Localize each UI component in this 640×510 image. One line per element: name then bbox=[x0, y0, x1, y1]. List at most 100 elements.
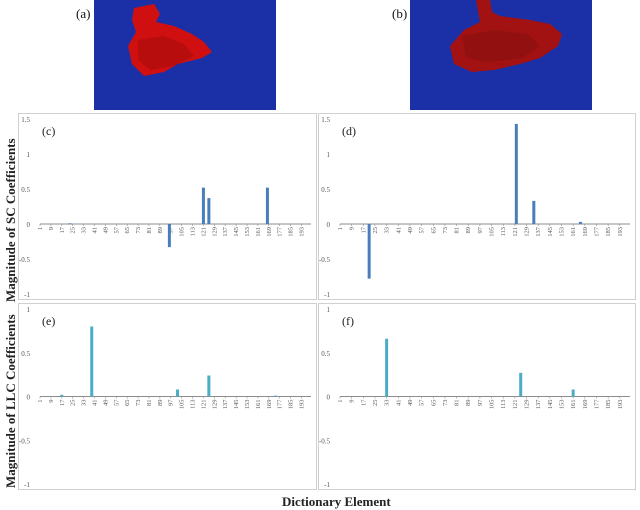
y-tick-label: -0.5 bbox=[319, 437, 331, 445]
x-tick-label: 41 bbox=[91, 400, 98, 407]
x-tick-label: 105 bbox=[179, 227, 186, 237]
x-tick-label: 73 bbox=[442, 400, 449, 407]
x-tick-label: 153 bbox=[559, 227, 566, 237]
bar bbox=[207, 375, 211, 397]
x-tick-label: 193 bbox=[617, 400, 624, 410]
bar bbox=[367, 224, 371, 279]
x-tick-label: 25 bbox=[70, 227, 77, 234]
y-tick-label: -0.5 bbox=[19, 256, 31, 264]
x-tick-label: 185 bbox=[288, 400, 295, 410]
image-b bbox=[410, 0, 592, 110]
x-tick-label: 169 bbox=[582, 400, 589, 410]
x-tick-label: 161 bbox=[570, 400, 577, 410]
x-tick-label: 145 bbox=[233, 227, 240, 237]
x-axis-label: Dictionary Element bbox=[282, 494, 391, 509]
x-tick-label: 97 bbox=[477, 226, 484, 233]
y-tick-label: -0.5 bbox=[319, 256, 331, 264]
x-tick-label: 121 bbox=[512, 400, 519, 410]
bar bbox=[385, 338, 389, 397]
x-tick-label: 89 bbox=[157, 400, 164, 407]
x-tick-label: 97 bbox=[168, 399, 175, 406]
y-tick-label: 0.5 bbox=[321, 186, 330, 194]
x-tick-label: 25 bbox=[372, 227, 379, 234]
x-tick-label: 169 bbox=[582, 227, 589, 237]
x-tick-label: 89 bbox=[465, 400, 472, 407]
x-tick-label: 169 bbox=[266, 400, 273, 410]
y-tick-label: 0.5 bbox=[21, 350, 30, 358]
x-tick-label: 185 bbox=[605, 227, 612, 237]
x-tick-label: 49 bbox=[102, 227, 109, 234]
x-tick-label: 129 bbox=[524, 227, 531, 237]
bar bbox=[519, 372, 523, 397]
x-tick-label: 121 bbox=[200, 227, 207, 237]
x-tick-label: 1 bbox=[37, 227, 44, 230]
y-tick-label: 1 bbox=[27, 151, 31, 159]
x-tick-label: 1 bbox=[337, 227, 344, 230]
x-tick-label: 129 bbox=[211, 400, 218, 410]
y-tick-label: -1 bbox=[324, 291, 330, 299]
x-tick-label: 113 bbox=[500, 400, 507, 410]
panel-label: (e) bbox=[42, 314, 55, 328]
x-tick-label: 33 bbox=[81, 400, 88, 407]
x-tick-label: 97 bbox=[477, 399, 484, 406]
bar bbox=[265, 187, 269, 224]
bar bbox=[60, 394, 64, 397]
x-tick-label: 73 bbox=[442, 227, 449, 234]
bar bbox=[176, 389, 180, 397]
chart-panel-d: -1 -0.5 0 0.5 1 1.5 1 9 17 25 33 41 49 57 65 73 81 89 97 10… bbox=[318, 113, 636, 300]
x-tick-label: 185 bbox=[288, 227, 295, 237]
x-tick-label: 193 bbox=[617, 227, 624, 237]
y-tick-label: -1 bbox=[24, 481, 30, 489]
chart-panel-c: -1 -0.5 0 0.5 1 1.5 1 9 17 25 33 41 49 57 65 73 81 89 97 10… bbox=[18, 113, 317, 300]
y-tick-label: -1 bbox=[324, 481, 330, 489]
x-tick-label: 25 bbox=[70, 400, 77, 407]
x-tick-label: 65 bbox=[430, 227, 437, 234]
x-tick-label: 1 bbox=[37, 400, 44, 403]
panel-label: (d) bbox=[342, 124, 356, 138]
x-tick-label: 177 bbox=[277, 399, 284, 410]
x-tick-label: 153 bbox=[244, 227, 251, 237]
x-tick-label: 17 bbox=[59, 399, 66, 406]
x-tick-label: 65 bbox=[124, 227, 131, 234]
x-tick-label: 41 bbox=[395, 227, 402, 234]
x-tick-label: 177 bbox=[277, 226, 284, 237]
x-tick-label: 161 bbox=[255, 227, 262, 237]
x-tick-label: 65 bbox=[430, 400, 437, 407]
bar bbox=[274, 395, 278, 397]
bar bbox=[68, 223, 72, 225]
y-tick-label: 0 bbox=[327, 394, 331, 402]
x-tick-label: 49 bbox=[102, 400, 109, 407]
y-tick-label: -0.5 bbox=[19, 437, 31, 445]
y-tick-label: 1 bbox=[327, 151, 331, 159]
bar bbox=[532, 200, 536, 224]
bar bbox=[207, 198, 211, 224]
panel-label: (f) bbox=[342, 314, 354, 328]
x-tick-label: 57 bbox=[113, 399, 120, 406]
image-a bbox=[94, 0, 276, 110]
x-tick-label: 9 bbox=[349, 227, 356, 230]
image-b-label: (b) bbox=[392, 6, 408, 21]
x-tick-label: 193 bbox=[298, 227, 305, 237]
bar bbox=[578, 221, 582, 224]
x-tick-label: 81 bbox=[146, 400, 153, 407]
panel-frame bbox=[18, 303, 317, 490]
bar bbox=[514, 123, 518, 224]
x-tick-label: 129 bbox=[211, 227, 218, 237]
x-tick-label: 161 bbox=[255, 400, 262, 410]
x-tick-label: 153 bbox=[244, 400, 251, 410]
x-tick-label: 41 bbox=[91, 227, 98, 234]
x-tick-label: 193 bbox=[298, 400, 305, 410]
x-tick-label: 33 bbox=[384, 227, 391, 234]
bar bbox=[90, 326, 94, 397]
x-tick-label: 41 bbox=[395, 400, 402, 407]
panel-frame bbox=[318, 303, 636, 490]
x-tick-label: 9 bbox=[349, 400, 356, 403]
x-tick-label: 81 bbox=[454, 227, 461, 234]
y-tick-label: 0 bbox=[27, 221, 31, 229]
x-tick-label: 57 bbox=[419, 399, 426, 406]
x-tick-label: 137 bbox=[222, 399, 229, 410]
x-tick-label: 113 bbox=[190, 400, 197, 410]
x-tick-label: 105 bbox=[489, 400, 496, 410]
x-tick-label: 89 bbox=[465, 227, 472, 234]
x-tick-label: 185 bbox=[605, 400, 612, 410]
